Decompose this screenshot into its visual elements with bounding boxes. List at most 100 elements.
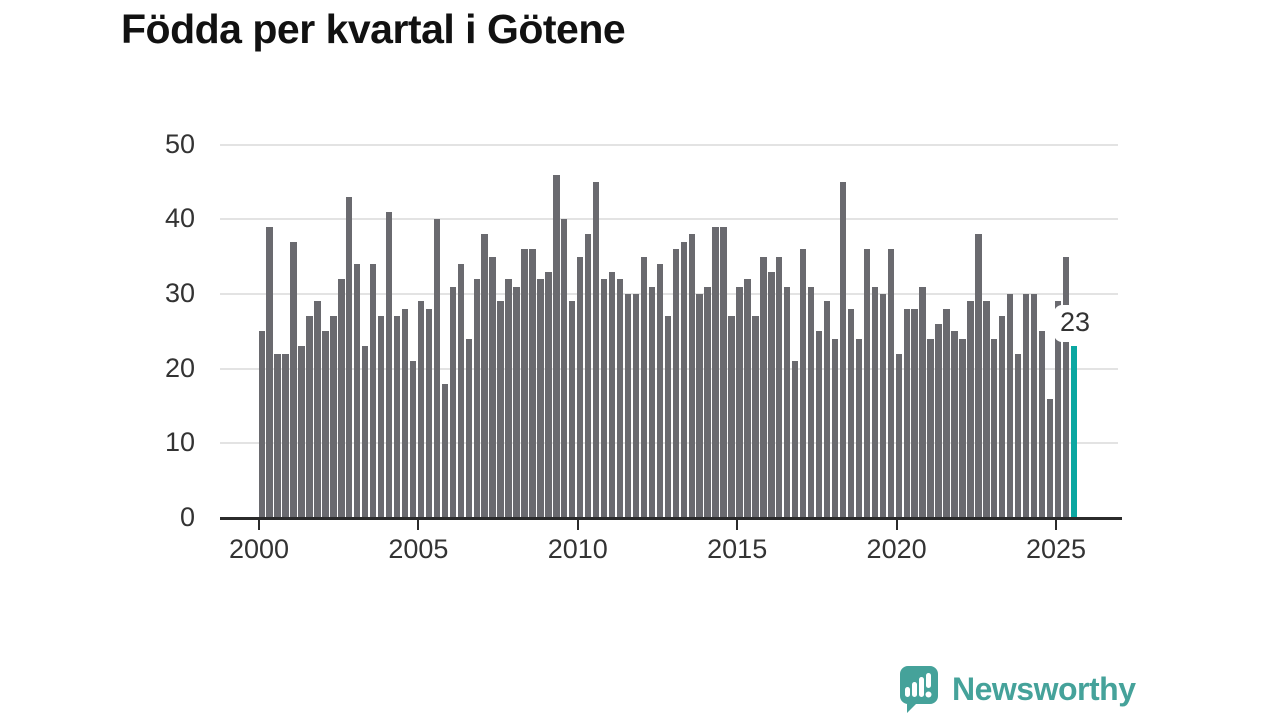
bar — [792, 361, 799, 518]
bar — [600, 279, 608, 518]
bar — [624, 294, 632, 518]
bar — [919, 286, 926, 518]
bar — [1062, 256, 1070, 518]
bar — [664, 316, 671, 518]
bar — [306, 316, 313, 518]
bar — [975, 234, 982, 518]
callout-value: 23 — [1060, 307, 1091, 337]
y-axis-tick-label: 40 — [164, 203, 195, 234]
bar — [656, 264, 664, 518]
bar — [529, 249, 536, 518]
y-axis-tick-label: 50 — [164, 128, 195, 159]
bar — [433, 219, 441, 518]
bar — [274, 353, 281, 518]
bar — [712, 226, 719, 518]
x-axis-tick-label: 2020 — [866, 534, 927, 564]
bar — [377, 316, 385, 518]
bar — [322, 331, 329, 518]
bar — [290, 241, 297, 518]
chart-title: Födda per kvartal i Götene — [121, 6, 626, 52]
bar — [616, 279, 624, 518]
bar — [632, 294, 640, 518]
gridline — [220, 143, 1118, 146]
bar — [704, 286, 711, 518]
bar — [855, 338, 863, 518]
bar — [553, 174, 560, 518]
y-axis-tick-label: 20 — [164, 352, 195, 383]
bar — [497, 301, 504, 518]
bar — [871, 286, 879, 518]
bar — [409, 361, 417, 518]
y-axis-tick-label: 30 — [164, 278, 195, 309]
bar — [983, 301, 990, 518]
bar — [776, 256, 783, 518]
bar — [266, 226, 273, 518]
x-axis-tick — [576, 520, 579, 530]
bar — [449, 286, 456, 518]
bar — [991, 338, 998, 518]
x-axis-tick — [258, 520, 260, 530]
bar — [393, 316, 401, 518]
bar — [768, 271, 775, 518]
bar — [1022, 294, 1030, 518]
bar — [839, 182, 847, 518]
bar — [441, 383, 449, 518]
bar — [608, 271, 616, 518]
bar — [736, 286, 743, 518]
bar-latest-quarter — [1070, 346, 1078, 518]
bar — [401, 308, 409, 518]
bar — [545, 271, 552, 518]
newsworthy-logo: Newsworthy — [896, 664, 1136, 714]
x-axis-tick-label: 2005 — [388, 534, 449, 564]
bar — [369, 264, 377, 518]
bar — [887, 249, 894, 518]
bar — [425, 308, 433, 518]
bar — [489, 256, 496, 518]
bar — [680, 241, 687, 518]
y-axis-tick-label: 0 — [179, 502, 195, 532]
bar — [935, 323, 942, 518]
bar — [314, 301, 321, 518]
bar — [569, 301, 576, 518]
bar — [258, 331, 265, 518]
bar — [720, 226, 727, 518]
bar — [298, 346, 305, 518]
last-value-callout: 23 — [1046, 305, 1097, 342]
bar — [863, 249, 871, 518]
bar — [465, 338, 472, 518]
bar — [799, 249, 807, 518]
bar — [1007, 294, 1014, 518]
bar — [784, 286, 791, 518]
bar — [927, 338, 934, 518]
bar — [1030, 294, 1038, 518]
y-axis-tick-label: 10 — [164, 427, 195, 458]
bar — [951, 331, 958, 518]
bar — [505, 279, 512, 518]
bar — [537, 279, 544, 518]
bar — [1038, 331, 1046, 518]
bar — [999, 316, 1006, 518]
bar — [1046, 398, 1054, 518]
bar — [831, 338, 839, 518]
bar — [823, 301, 831, 518]
bar — [417, 301, 425, 518]
x-axis-tick — [895, 520, 898, 530]
bar — [807, 286, 815, 518]
bar — [744, 279, 751, 518]
bar — [362, 346, 369, 518]
bar — [688, 234, 695, 518]
bar — [967, 301, 974, 518]
newsworthy-chart-bubble-icon — [900, 666, 938, 713]
bar — [895, 353, 902, 518]
bar — [672, 249, 679, 518]
x-axis-tick-label: 2025 — [1025, 534, 1087, 564]
bar — [282, 353, 289, 518]
bar — [879, 294, 886, 518]
bar — [728, 316, 735, 518]
bar — [760, 256, 767, 518]
bar — [513, 286, 520, 518]
bar — [584, 234, 592, 518]
bar — [696, 294, 703, 518]
